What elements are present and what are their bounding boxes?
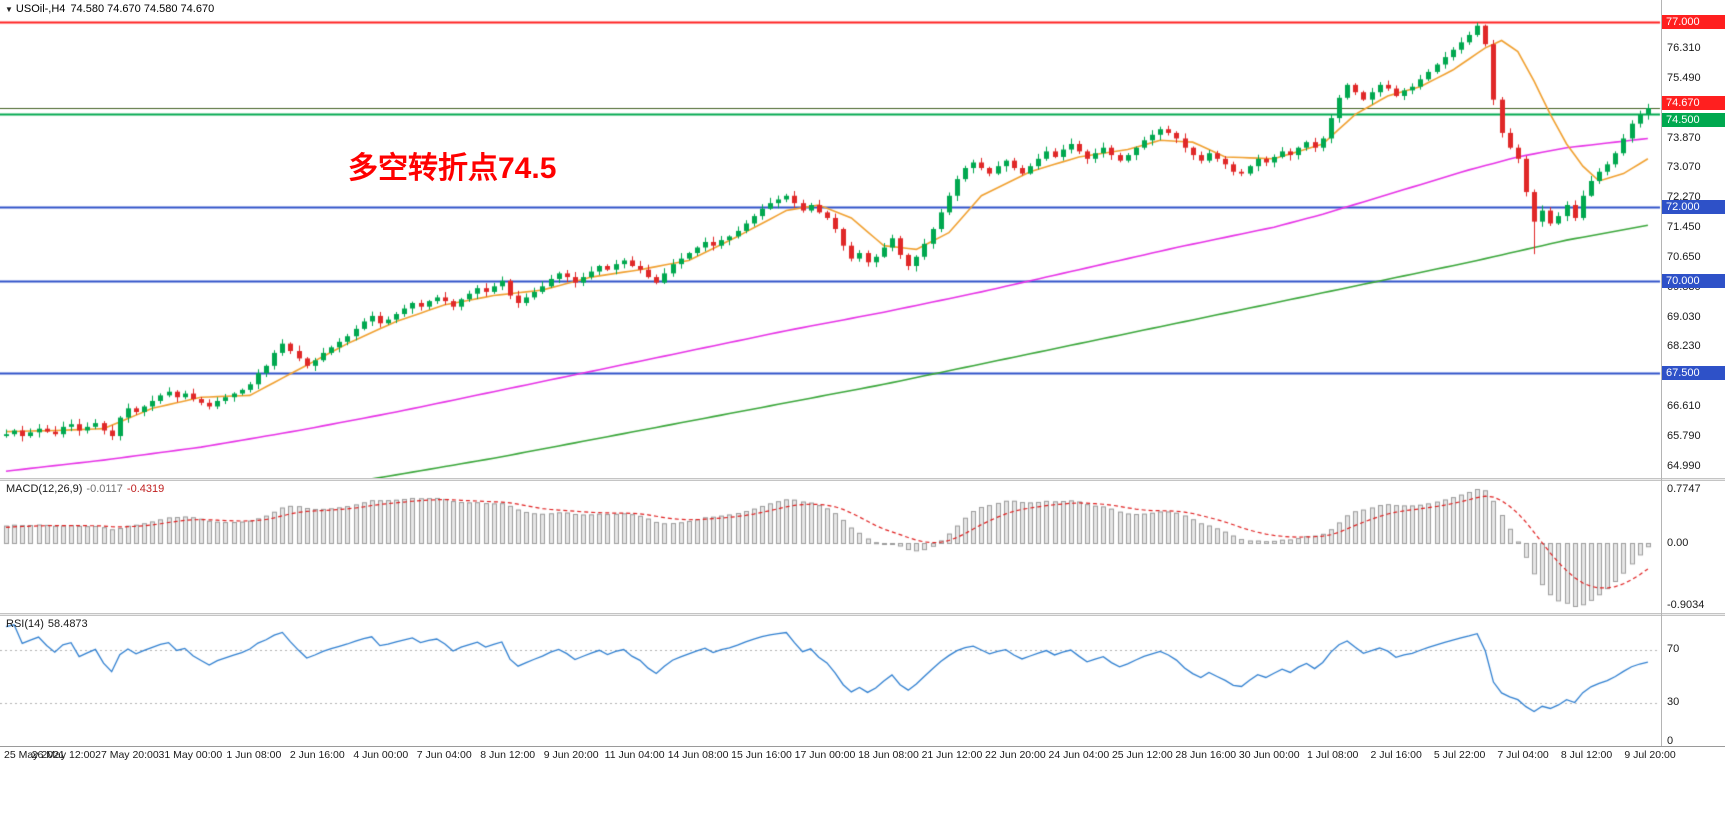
time-label: 5 Jul 22:00	[1433, 749, 1486, 761]
symbol-timeframe-label: USOil-,H4	[15, 3, 66, 15]
rsi-indicator-panel: RSI(14) 58.4873 70 30 0	[0, 616, 1725, 747]
macd-title: MACD(12,26,9) -0.0117 -0.4319	[6, 483, 164, 495]
price-level-tag: 74.670	[1662, 96, 1725, 111]
rsi-axis-label: 0	[1667, 735, 1674, 747]
price-level-tag: 77.000	[1662, 15, 1725, 29]
time-label: 8 Jul 12:00	[1560, 749, 1613, 761]
time-label: 25 May 2021	[4, 749, 65, 761]
ohlc-values-label: 74.580 74.670 74.580 74.670	[70, 3, 215, 15]
time-label: 15 Jun 16:00	[731, 749, 792, 761]
time-axis-line	[0, 746, 1725, 747]
price-tick-label: 71.450	[1667, 221, 1701, 234]
price-tick-label: 75.490	[1667, 71, 1701, 84]
time-label: 30 Jun 00:00	[1238, 749, 1300, 761]
price-chart-panel: ▼ USOil-,H4 74.580 74.670 74.580 74.670 多空…	[0, 0, 1725, 478]
macd-main-value: -0.0117	[86, 483, 123, 495]
panel-splitter-macd[interactable]	[0, 478, 1725, 481]
price-tick-label: 66.610	[1667, 400, 1701, 413]
time-label: 8 Jun 12:00	[480, 749, 536, 761]
time-label: 21 Jun 12:00	[921, 749, 983, 761]
time-label: 14 Jun 08:00	[667, 749, 729, 761]
price-tick-label: 68.230	[1667, 340, 1701, 353]
price-level-tag: 74.500	[1662, 113, 1725, 128]
candlestick-chart-canvas[interactable]	[0, 0, 1725, 478]
time-label: 7 Jul 04:00	[1497, 749, 1549, 761]
macd-signal-value: -0.4319	[126, 483, 165, 495]
price-level-tag: 72.000	[1662, 199, 1725, 214]
price-level-tag: 67.500	[1662, 366, 1725, 381]
price-tick-label: 64.990	[1667, 460, 1701, 472]
time-label: 24 Jun 04:00	[1048, 749, 1110, 761]
time-label: 9 Jun 20:00	[543, 749, 599, 761]
time-axis: 25 May 2021 26 May 12:00 27 May 20:00 31 Ma…	[0, 749, 1725, 765]
chart-header: ▼ USOil-,H4 74.580 74.670 74.580 74.670	[5, 3, 214, 15]
price-axis-separator	[1661, 0, 1662, 746]
macd-axis-label: -0.9034	[1667, 599, 1705, 611]
time-label: 25 Jun 12:00	[1111, 749, 1173, 761]
annotation-text: 多空转折点74.5	[348, 152, 557, 185]
time-label: 31 May 00:00	[158, 749, 223, 761]
rsi-title: RSI(14) 58.4873	[6, 618, 88, 630]
time-label: 2 Jul 16:00	[1370, 749, 1422, 761]
panel-splitter-rsi[interactable]	[0, 613, 1725, 616]
price-level-tag: 70.000	[1662, 273, 1725, 288]
time-label: 1 Jun 08:00	[226, 749, 282, 761]
rsi-name-label: RSI(14)	[6, 618, 44, 630]
time-label: 1 Jul 08:00	[1307, 749, 1359, 761]
macd-axis-label: 0.00	[1667, 537, 1689, 549]
rsi-chart-canvas[interactable]	[0, 616, 1725, 746]
price-tick-label: 73.870	[1667, 131, 1701, 144]
time-label: 7 Jun 04:00	[416, 749, 472, 761]
rsi-value: 58.4873	[47, 618, 88, 630]
chart-collapse-icon[interactable]: ▼	[5, 5, 13, 14]
time-label: 2 Jun 16:00	[289, 749, 345, 761]
price-tick-label: 65.790	[1667, 430, 1701, 443]
rsi-axis-label: 30	[1667, 696, 1680, 708]
time-label: 26 May 12:00	[31, 749, 96, 761]
time-label: 28 Jun 16:00	[1175, 749, 1237, 761]
macd-indicator-panel: MACD(12,26,9) -0.0117 -0.4319 0.7747 0.00 -0…	[0, 481, 1725, 613]
price-tick-label: 70.650	[1667, 250, 1701, 263]
time-label: 17 Jun 00:00	[794, 749, 856, 761]
price-tick-label: 76.310	[1667, 41, 1701, 54]
time-label: 22 Jun 20:00	[985, 749, 1046, 761]
time-label: 18 Jun 08:00	[858, 749, 919, 761]
macd-axis-label: 0.7747	[1667, 483, 1701, 495]
time-label: 27 May 20:00	[95, 749, 159, 761]
macd-name-label: MACD(12,26,9)	[6, 483, 83, 495]
macd-chart-canvas[interactable]	[0, 481, 1725, 613]
price-tick-label: 73.070	[1667, 161, 1701, 174]
rsi-axis-label: 70	[1667, 643, 1680, 655]
time-label: 9 Jul 20:00	[1624, 749, 1676, 761]
price-tick-label: 69.030	[1667, 310, 1701, 323]
time-label: 4 Jun 00:00	[353, 749, 409, 761]
time-label: 11 Jun 04:00	[604, 749, 665, 761]
